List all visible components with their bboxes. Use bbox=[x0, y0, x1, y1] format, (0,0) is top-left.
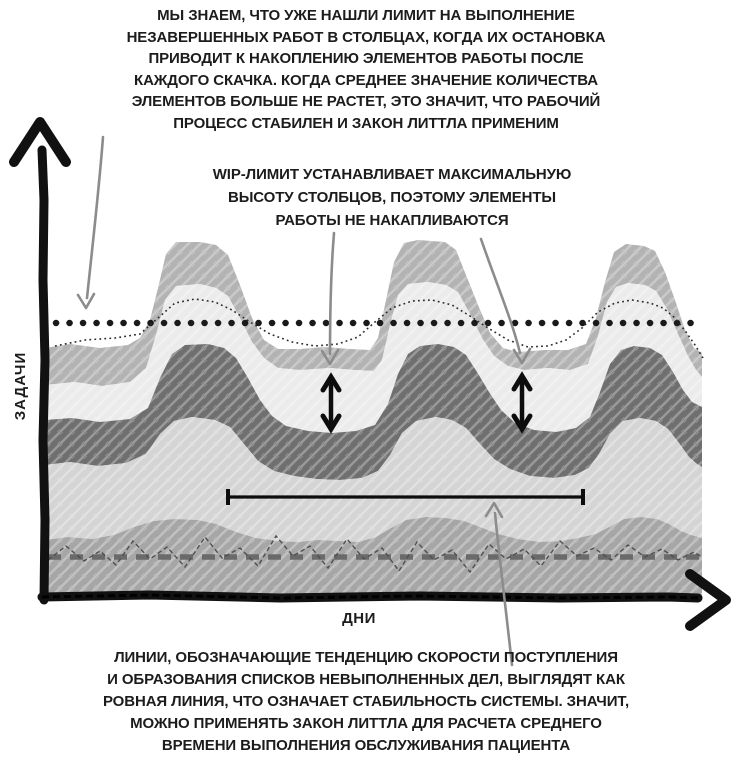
band-5-hatch bbox=[45, 517, 702, 599]
arrow-down-head-icon bbox=[511, 413, 533, 434]
wip-annotation-line: ВЫСОТУ СТОЛБЦОВ, ПОЭТОМУ ЭЛЕМЕНТЫ bbox=[227, 189, 557, 206]
wip-annotation-line: РАБОТЫ НЕ НАКАПЛИВАЮТСЯ bbox=[275, 212, 509, 229]
measurement-marks bbox=[226, 371, 585, 505]
bottom-annotation-line: МОЖНО ПРИМЕНЯТЬ ЗАКОН ЛИТТЛА ДЛЯ РАСЧЕТА… bbox=[130, 715, 602, 732]
bottom-note-pointer-head-icon bbox=[484, 501, 504, 519]
x-axis-arrowhead-icon bbox=[685, 569, 731, 631]
top-annotation-line: НЕЗАВЕРШЕННЫХ РАБОТ В СТОЛБЦАХ, КОГДА ИХ… bbox=[126, 28, 606, 46]
x-axis-texture bbox=[41, 593, 699, 600]
reference-lines bbox=[47, 298, 704, 574]
band-2-hatch bbox=[45, 282, 702, 433]
y-axis-line bbox=[37, 145, 50, 605]
wip-note-pointer-left-head-icon bbox=[320, 348, 340, 366]
band-4-hatch bbox=[45, 417, 702, 542]
top-annotation: МЫ ЗНАЕМ, ЧТО УЖЕ НАШЛИ ЛИМИТ НА ВЫПОЛНЕ… bbox=[0, 5, 732, 134]
y-axis-label: ЗАДАЧИ bbox=[12, 351, 29, 421]
wip-limit-annotation: WIP-ЛИМИТ УСТАНАВЛИВАЕТ МАКСИМАЛЬНУЮ ВЫС… bbox=[182, 163, 602, 232]
arrow-down-head-icon bbox=[320, 413, 342, 434]
top-annotation-line: КАЖДОГО СКАЧКА. КОГДА СРЕДНЕЕ ЗНАЧЕНИЕ К… bbox=[134, 71, 598, 89]
bottom-note-pointer bbox=[493, 511, 514, 667]
wip-note-pointer-left bbox=[328, 231, 336, 356]
top-annotation-line: МЫ ЗНАЕМ, ЧТО УЖЕ НАШЛИ ЛИМИТ НА ВЫПОЛНЕ… bbox=[157, 7, 575, 24]
arrow-up-head-icon bbox=[511, 371, 533, 392]
top-annotation-line: ПРИВОДИТ К НАКОПЛЕНИЮ ЭЛЕМЕНТОВ РАБОТЫ П… bbox=[148, 50, 584, 67]
bottom-annotation-line: И ОБРАЗОВАНИЯ СПИСКОВ НЕВЫПОЛНЕННЫХ ДЕЛ,… bbox=[107, 671, 625, 688]
wip-annotation-line: WIP-ЛИМИТ УСТАНАВЛИВАЕТ МАКСИМАЛЬНУЮ bbox=[212, 166, 572, 183]
bottom-annotation-line: ВРЕМЕНИ ВЫПОЛНЕНИЯ ОБСЛУЖИВАНИЯ ПАЦИЕНТА bbox=[161, 737, 571, 754]
wip-note-pointer-right bbox=[479, 237, 522, 355]
arrow-up-head-icon bbox=[320, 372, 342, 393]
x-axis-label: ДНИ bbox=[342, 610, 376, 627]
top-note-pointer bbox=[85, 135, 105, 300]
bottom-annotation-line: РОВНАЯ ЛИНИЯ, ЧТО ОЗНАЧАЕТ СТАБИЛЬНОСТЬ … bbox=[102, 693, 630, 710]
bottom-annotation-line: ЛИНИИ, ОБОЗНАЧАЮЩИЕ ТЕНДЕНЦИЮ СКОРОСТИ П… bbox=[114, 649, 618, 666]
band-3-hatch bbox=[45, 344, 702, 480]
y-axis-arrowhead-icon bbox=[9, 117, 71, 167]
top-annotation-line: ПРОЦЕСС СТАБИЛЕН И ЗАКОН ЛИТТЛА ПРИМЕНИМ bbox=[173, 114, 559, 132]
stacked-area-bands bbox=[45, 240, 702, 599]
wip-note-pointer-right-head-icon bbox=[512, 347, 532, 365]
bottom-annotation: ЛИНИИ, ОБОЗНАЧАЮЩИЕ ТЕНДЕНЦИЮ СКОРОСТИ П… bbox=[12, 647, 720, 757]
band-1-hatch bbox=[45, 240, 702, 386]
x-axis-line bbox=[37, 590, 703, 603]
arrival-variation-zigzag-line bbox=[47, 534, 703, 574]
axes bbox=[9, 117, 731, 631]
top-annotation-line: ЭЛЕМЕНТОВ БОЛЬШЕ НЕ РАСТЕТ, ЭТО ЗНАЧИТ, … bbox=[131, 93, 601, 110]
top-note-pointer-head-icon bbox=[76, 292, 96, 310]
annotation-pointers bbox=[76, 135, 532, 667]
